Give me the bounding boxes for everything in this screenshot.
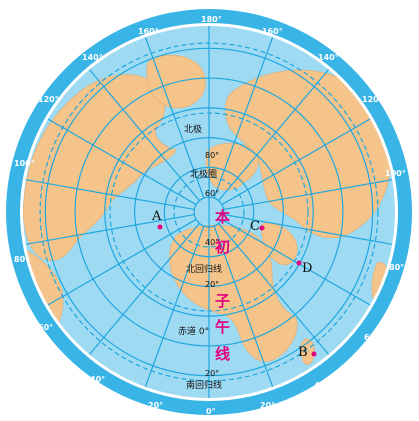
meridian-line [213, 225, 277, 396]
equator-label: 赤道 0° [178, 325, 209, 337]
meridian-line [221, 113, 379, 206]
lat-60-label: 60° [205, 189, 219, 198]
lon-180-label: 180° [201, 15, 222, 24]
prime-meridian-label: 本 初 子 午 线 [215, 208, 230, 363]
latitude-labels: 北极 80° 北极圈 60° 40° 北回归线 20° 赤道 0° 20° 南回… [178, 123, 222, 391]
meridian-line [23, 213, 195, 247]
lat-80-label: 80° [205, 151, 219, 160]
lon-40e-label: 40° [314, 381, 329, 390]
north-america [23, 74, 177, 261]
lon-40w-label: 40° [90, 375, 105, 384]
lat-20-label: 20° [205, 280, 219, 289]
svg-text:C: C [250, 219, 260, 234]
meridian-line [218, 62, 335, 201]
lon-100e-label: 100° [385, 169, 406, 178]
meridian-line [141, 28, 205, 199]
longitude-labels: 180° 160° 160° 140° 140° 120° 120° 100° … [14, 15, 406, 416]
svg-text:A: A [151, 209, 162, 224]
prime-meridian-char-3: 子 [215, 292, 230, 310]
lon-100w-label: 100° [14, 159, 35, 168]
lon-140w-label: 140° [82, 53, 103, 62]
meridian-line [83, 62, 200, 201]
meridian-line [213, 28, 277, 199]
graticule [23, 26, 395, 398]
north-pole-label: 北极 [184, 123, 202, 135]
prime-meridian-char-5: 线 [215, 345, 230, 363]
lon-20e-label: 20° [260, 401, 275, 410]
point-b: B [298, 345, 317, 360]
lon-60e-label: 60° [364, 333, 379, 342]
svg-text:B: B [298, 345, 308, 360]
point-c: C [250, 219, 265, 234]
point-a: A [151, 209, 163, 230]
lat-40-label: 40° [205, 238, 219, 247]
meridian-line [223, 177, 395, 211]
point-d: D [296, 260, 312, 276]
lon-140e-label: 140° [318, 53, 339, 62]
meridian-line [23, 177, 195, 211]
prime-meridian-char-4: 午 [215, 318, 230, 336]
prime-meridian-char-1: 本 [215, 208, 230, 226]
lon-120w-label: 120° [38, 95, 59, 104]
lon-160w-label: 160° [138, 27, 159, 36]
lon-120e-label: 120° [362, 95, 383, 104]
tropic-cancer-label: 北回归线 [186, 263, 222, 275]
arctic-circle-label: 北极圈 [190, 168, 217, 180]
svg-text:D: D [302, 261, 312, 276]
lon-60w-label: 60° [38, 323, 53, 332]
lon-80e-label: 80° [389, 263, 404, 272]
meridian-line [39, 113, 197, 206]
meridian-line [141, 225, 205, 396]
meridian-line [218, 223, 335, 362]
africa [169, 224, 298, 362]
lon-0-label: 0° [206, 407, 216, 416]
meridian-line [39, 218, 197, 311]
lon-80w-label: 80° [14, 255, 29, 264]
lon-20w-label: 20° [148, 401, 163, 410]
prime-meridian-char-2: 初 [215, 238, 230, 256]
meridian-line [83, 223, 200, 362]
tropic-capricorn-label: 南回归线 [186, 379, 222, 391]
lon-160e-label: 160° [262, 27, 283, 36]
lat-s20-label: 20° [205, 369, 219, 378]
meridian-line [223, 213, 395, 247]
